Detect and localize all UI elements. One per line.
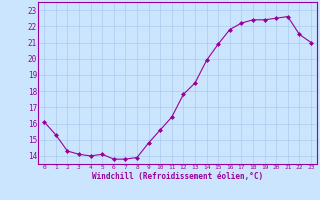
X-axis label: Windchill (Refroidissement éolien,°C): Windchill (Refroidissement éolien,°C) [92, 172, 263, 181]
